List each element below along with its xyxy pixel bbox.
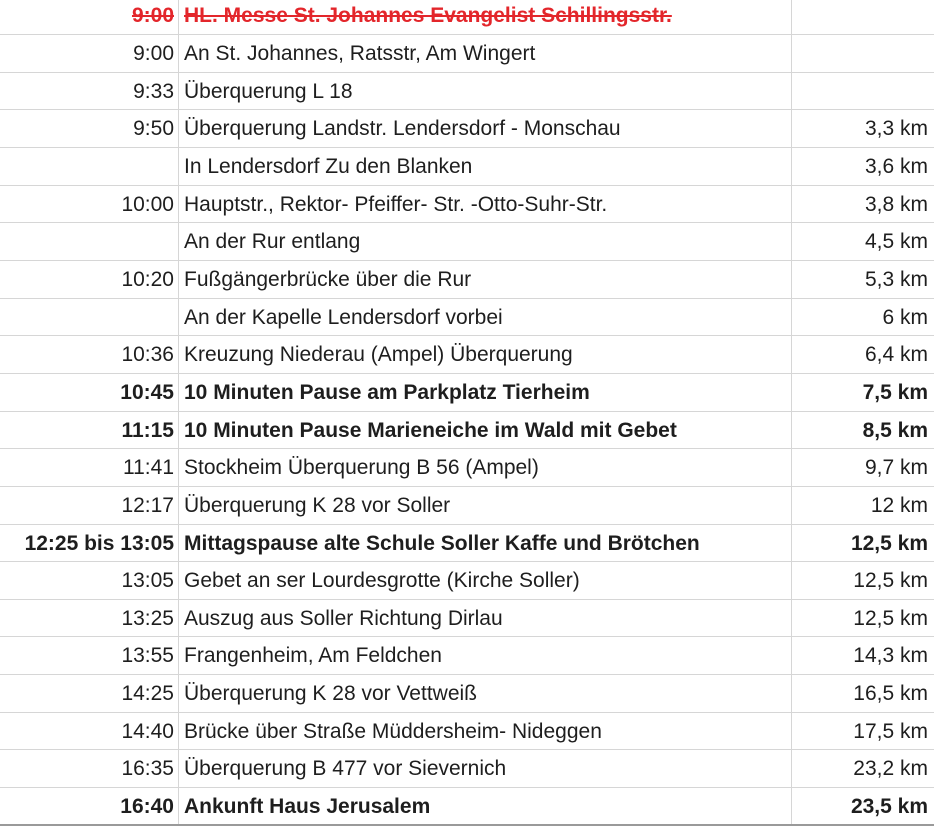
description-cell[interactable]: Überquerung Landstr. Lendersdorf - Monsc… (179, 110, 792, 147)
distance-cell[interactable] (792, 35, 934, 72)
distance-cell[interactable]: 6,4 km (864, 343, 928, 367)
table-row: 14:40 Brücke über Straße Müddersheim- Nid… (0, 712, 934, 751)
description-cell[interactable]: Fußgängerbrücke über die Rur (179, 260, 792, 298)
time-cell[interactable]: 9:00 (0, 34, 179, 72)
distance-cell[interactable]: 4,5 km (864, 230, 928, 254)
table-row: 13:05 Gebet an ser Lourdesgrotte (Kirche … (0, 562, 934, 600)
table-row: 14:25 Überquerung K 28 vor Vettweiß 16,5 k… (0, 675, 934, 713)
description-cell[interactable]: Gebet an ser Lourdesgrotte (Kirche Solle… (179, 562, 792, 599)
table-row: 13:55 Frangenheim, Am Feldchen 14,3 km (0, 637, 934, 676)
description-cell[interactable]: Überquerung K 28 vor Soller (179, 486, 792, 524)
table-row: An der Rur entlang 4,5 km (0, 223, 934, 261)
distance-cell[interactable]: 5,3 km (864, 267, 928, 291)
description-cell[interactable]: Überquerung L 18 (179, 72, 792, 110)
distance-cell[interactable]: 3,3 km (864, 117, 928, 141)
distance-cell[interactable]: 7,5 km (862, 380, 928, 404)
description-cell[interactable]: An der Rur entlang (179, 223, 792, 260)
table-row: In Lendersdorf Zu den Blanken 3,6 km (0, 147, 934, 186)
distance-cell[interactable]: 3,6 km (864, 154, 928, 178)
time-cell[interactable] (0, 223, 179, 260)
time-cell[interactable]: 16:35 (0, 750, 179, 788)
description-cell[interactable]: Stockheim Überquerung B 56 (Ampel) (179, 449, 792, 486)
description-cell[interactable]: 10 Minuten Pause am Parkplatz Tierheim (179, 373, 792, 411)
time-cell[interactable]: 9:33 (0, 72, 179, 110)
time-cell[interactable]: 12:17 (0, 486, 179, 524)
table-row: 10:45 10 Minuten Pause am Parkplatz Tierh… (0, 373, 934, 412)
table-row: 11:41 Stockheim Überquerung B 56 (Ampel) 9… (0, 449, 934, 487)
table-row: 9:00 HL. Messe St. Johannes Evangelist Sc… (0, 0, 934, 35)
time-cell[interactable]: 9:50 (0, 110, 179, 147)
distance-cell[interactable]: 23,5 km (850, 795, 928, 819)
description-cell[interactable]: Auszug aus Soller Richtung Dirlau (179, 599, 792, 637)
time-cell[interactable]: 9:00 (0, 0, 179, 34)
time-cell[interactable]: 11:15 (0, 411, 179, 449)
time-cell[interactable]: 10:20 (0, 260, 179, 298)
distance-cell[interactable]: 14,3 km (853, 644, 928, 668)
table-row: 13:25 Auszug aus Soller Richtung Dirlau 12… (0, 599, 934, 638)
table-row: 16:35 Überquerung B 477 vor Sievernich 23,… (0, 750, 934, 789)
time-cell[interactable]: 13:05 (0, 562, 179, 599)
description-cell[interactable]: In Lendersdorf Zu den Blanken (179, 147, 792, 185)
time-cell[interactable]: 14:25 (0, 675, 179, 712)
description-cell[interactable]: Frangenheim, Am Feldchen (179, 637, 792, 675)
description-cell[interactable]: An der Kapelle Lendersdorf vorbei (179, 298, 792, 336)
distance-cell[interactable]: 12,5 km (853, 606, 928, 630)
time-cell[interactable] (0, 147, 179, 185)
description-cell[interactable]: Hauptstr., Rektor- Pfeiffer- Str. -Otto-… (179, 185, 792, 223)
time-cell[interactable]: 11:41 (0, 449, 179, 486)
description-cell[interactable]: 10 Minuten Pause Marieneiche im Wald mit… (179, 411, 792, 449)
table-row: 12:25 bis 13:05 Mittagspause alte Schule … (0, 524, 934, 563)
table-row: 11:15 10 Minuten Pause Marieneiche im Wal… (0, 411, 934, 450)
time-cell[interactable]: 14:40 (0, 712, 179, 750)
distance-cell[interactable]: 9,7 km (864, 456, 928, 480)
distance-cell[interactable]: 6 km (882, 305, 928, 329)
distance-cell[interactable]: 23,2 km (853, 757, 928, 781)
table-row: 10:36 Kreuzung Niederau (Ampel) Überqueru… (0, 336, 934, 374)
distance-cell[interactable]: 17,5 km (853, 719, 928, 743)
distance-cell[interactable]: 3,8 km (864, 192, 928, 216)
distance-cell[interactable]: 16,5 km (853, 682, 928, 706)
distance-cell[interactable]: 12,5 km (853, 569, 928, 593)
table-row: 16:40 Ankunft Haus Jerusalem 23,5 km (0, 788, 934, 826)
table-row: 9:33 Überquerung L 18 (0, 72, 934, 111)
table-row: An der Kapelle Lendersdorf vorbei 6 km (0, 298, 934, 337)
time-cell[interactable]: 16:40 (0, 788, 179, 824)
time-cell[interactable]: 10:36 (0, 336, 179, 373)
description-cell[interactable]: Überquerung B 477 vor Sievernich (179, 750, 792, 788)
description-cell[interactable]: Kreuzung Niederau (Ampel) Überquerung (179, 336, 792, 373)
time-cell[interactable] (0, 298, 179, 336)
description-cell[interactable]: Brücke über Straße Müddersheim- Nideggen (179, 712, 792, 750)
table-row: 12:17 Überquerung K 28 vor Soller 12 km (0, 486, 934, 525)
time-cell[interactable]: 13:55 (0, 637, 179, 675)
description-cell[interactable]: Mittagspause alte Schule Soller Kaffe un… (179, 524, 792, 562)
time-cell[interactable]: 12:25 bis 13:05 (0, 524, 179, 562)
distance-cell[interactable] (792, 73, 934, 110)
time-cell[interactable]: 13:25 (0, 599, 179, 637)
table-row: 10:00 Hauptstr., Rektor- Pfeiffer- Str. -… (0, 185, 934, 224)
description-cell[interactable]: HL. Messe St. Johannes Evangelist Schill… (179, 0, 792, 34)
table-row: 9:50 Überquerung Landstr. Lendersdorf - M… (0, 110, 934, 148)
table-row: 10:20 Fußgängerbrücke über die Rur 5,3 km (0, 260, 934, 299)
time-cell[interactable]: 10:00 (0, 185, 179, 223)
distance-cell[interactable]: 12 km (870, 493, 928, 517)
description-cell[interactable]: Ankunft Haus Jerusalem (179, 788, 792, 824)
distance-cell[interactable] (792, 0, 934, 34)
table-row: 9:00 An St. Johannes, Ratsstr, Am Wingert (0, 34, 934, 73)
description-cell[interactable]: An St. Johannes, Ratsstr, Am Wingert (179, 34, 792, 72)
distance-cell[interactable]: 8,5 km (862, 418, 928, 442)
time-cell[interactable]: 10:45 (0, 373, 179, 411)
description-cell[interactable]: Überquerung K 28 vor Vettweiß (179, 675, 792, 712)
distance-cell[interactable]: 12,5 km (850, 531, 928, 555)
